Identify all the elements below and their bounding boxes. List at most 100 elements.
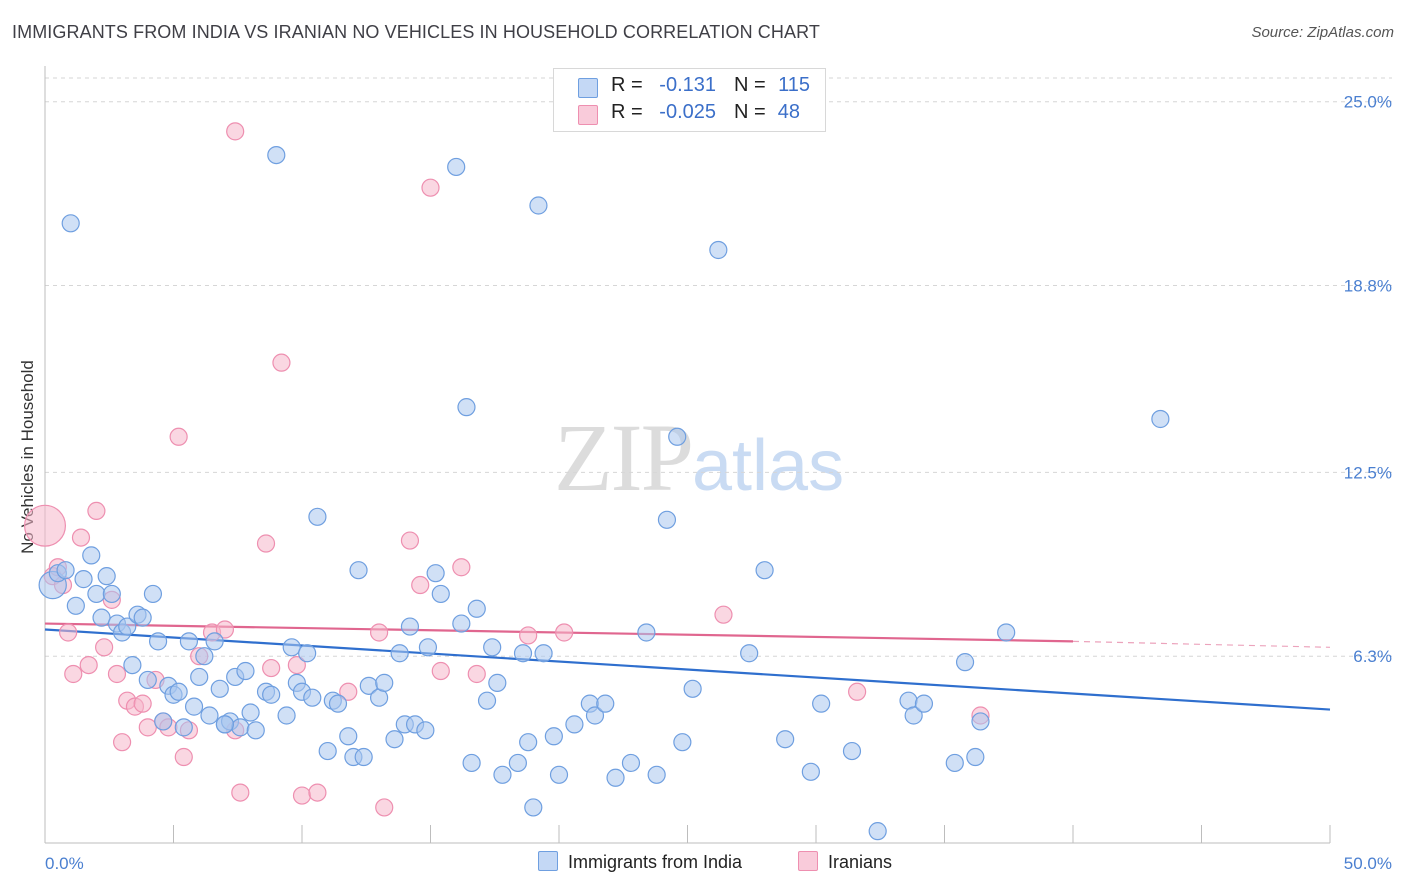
iranians-swatch	[798, 851, 818, 872]
india-point	[549, 765, 569, 784]
india-point	[966, 747, 985, 767]
india-point	[236, 661, 255, 681]
axes	[44, 66, 1331, 844]
iran-point	[226, 122, 245, 141]
india-point	[339, 727, 358, 746]
india-point	[349, 561, 368, 580]
iran-point	[87, 501, 106, 521]
india-point	[776, 730, 795, 749]
x-tick-label: 0.0%	[45, 854, 84, 873]
india-point	[138, 670, 157, 690]
iran-point	[112, 733, 132, 752]
iran-point	[24, 504, 66, 547]
india-point	[133, 608, 152, 627]
iran-point	[452, 558, 471, 577]
india-point	[87, 584, 106, 604]
india-point	[524, 798, 543, 817]
india-point	[354, 747, 373, 767]
correlation-legend: R = -0.131 N = 115 R = -0.025 N = 48	[553, 68, 826, 132]
legend-n-label: N =	[734, 74, 766, 96]
grid-lines	[45, 77, 1392, 657]
iran-point	[64, 664, 83, 684]
x-tick-label: 50.0%	[1344, 854, 1392, 873]
iran-point	[133, 694, 152, 713]
watermark: ZIPatlas	[554, 402, 844, 513]
india-point	[755, 561, 774, 580]
india-point	[390, 644, 409, 663]
india-point	[483, 638, 502, 657]
india-point	[467, 599, 486, 618]
iran-point	[370, 623, 389, 642]
iran-point	[272, 353, 291, 372]
legend-r-label: R =	[611, 101, 643, 123]
legend-item-iranians: Iranians	[798, 851, 893, 873]
india-point	[97, 567, 116, 586]
iran-point	[292, 786, 312, 805]
india-point	[544, 727, 563, 746]
india-point	[190, 667, 209, 687]
iran-point	[848, 682, 867, 701]
india-point	[118, 617, 137, 636]
india-point	[246, 721, 265, 740]
india-point	[241, 703, 260, 722]
india-point	[842, 741, 862, 761]
india-point	[997, 623, 1016, 642]
india-point	[66, 596, 85, 615]
india-point	[277, 706, 296, 725]
india-point	[282, 638, 301, 657]
india-point	[647, 765, 666, 784]
india-point	[92, 608, 111, 627]
iran-point	[138, 718, 157, 737]
y-tick-label: 6.3%	[1353, 647, 1392, 666]
iranians-swatch	[578, 105, 598, 125]
iran-point	[107, 664, 127, 684]
india-point	[668, 427, 687, 446]
iran-point	[79, 655, 98, 675]
india-point	[673, 733, 692, 752]
india-point	[462, 753, 481, 773]
india-point	[61, 214, 80, 233]
india-point	[318, 741, 337, 761]
iran-point	[421, 178, 440, 197]
india-point	[565, 715, 584, 734]
india-point	[488, 673, 507, 692]
india-point	[123, 655, 142, 675]
india-point	[385, 730, 404, 749]
iran-point	[231, 783, 250, 802]
india-point	[210, 679, 229, 698]
watermark-atlas: atlas	[692, 426, 845, 506]
legend-label-iranians: Iranians	[828, 852, 893, 872]
india-point	[400, 617, 420, 636]
india-point	[148, 632, 168, 651]
india-point	[169, 682, 188, 701]
india-swatch	[578, 78, 598, 98]
india-point	[375, 673, 394, 692]
tick-labels: 6.3% 12.5% 18.8% 25.0% 0.0% 50.0%	[45, 93, 1392, 873]
india-point	[868, 822, 887, 841]
iran-point	[519, 626, 538, 645]
india-point	[74, 570, 93, 589]
india-point	[154, 712, 173, 731]
india-point	[143, 584, 163, 604]
source-credit: Source: ZipAtlas.com	[1251, 24, 1394, 41]
india-point	[174, 718, 193, 737]
india-point	[184, 697, 204, 716]
india-point	[801, 762, 820, 781]
india-point	[740, 644, 759, 663]
india-point	[179, 632, 199, 651]
india-point	[298, 644, 317, 663]
india-point	[426, 564, 445, 583]
legend-n-value: 115	[778, 74, 810, 96]
india-point	[262, 685, 281, 704]
india-point	[215, 715, 234, 734]
india-point	[529, 196, 548, 215]
india-point	[493, 765, 512, 784]
y-tick-label: 18.8%	[1344, 277, 1392, 296]
india-point	[683, 679, 702, 698]
iran-point	[59, 623, 78, 642]
india-point	[231, 718, 250, 737]
india-point	[328, 694, 348, 713]
iran-point	[467, 664, 486, 684]
y-tick-label: 12.5%	[1344, 463, 1392, 482]
